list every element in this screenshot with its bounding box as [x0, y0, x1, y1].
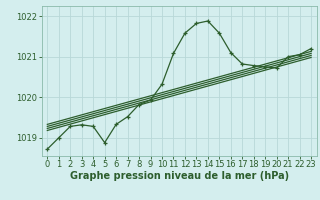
X-axis label: Graphe pression niveau de la mer (hPa): Graphe pression niveau de la mer (hPa)	[70, 171, 289, 181]
